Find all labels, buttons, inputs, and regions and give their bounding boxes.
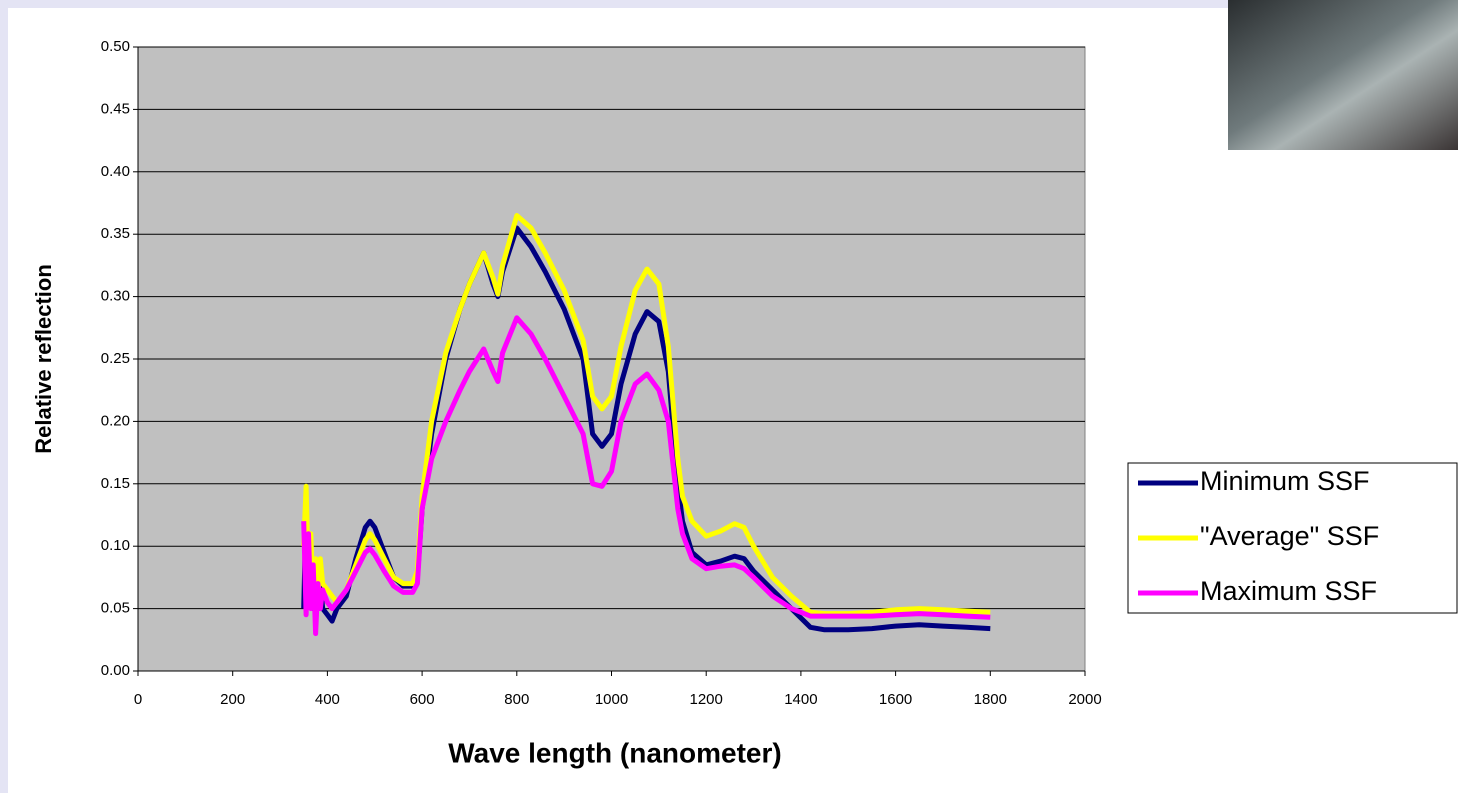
y-axis-title: Relative reflection [31,264,56,454]
x-tick-label: 1400 [784,691,817,708]
y-tick-label: 0.00 [101,662,130,679]
photo [1228,0,1458,150]
y-tick-label: 0.45 [101,100,130,117]
x-tick-label: 1000 [595,691,628,708]
x-axis-title: Wave length (nanometer) [448,737,781,768]
y-tick-label: 0.35 [101,225,130,242]
x-tick-label: 1200 [690,691,723,708]
y-tick-label: 0.15 [101,475,130,492]
x-tick-label: 1800 [974,691,1007,708]
x-tick-label: 1600 [879,691,912,708]
legend-label: Maximum SSF [1200,576,1377,606]
legend-label: "Average" SSF [1200,521,1379,551]
x-tick-label: 0 [134,691,142,708]
series-line [301,213,991,617]
x-tick-label: 400 [315,691,340,708]
y-tick-label: 0.10 [101,537,130,554]
y-tick-label: 0.30 [101,288,130,305]
legend-label: Minimum SSF [1200,466,1370,496]
series-line [301,225,991,633]
x-tick-label: 800 [504,691,529,708]
y-tick-label: 0.05 [101,600,130,617]
x-tick-label: 200 [220,691,245,708]
x-tick-label: 600 [410,691,435,708]
y-tick-label: 0.25 [101,350,130,367]
x-tick-label: 2000 [1068,691,1101,708]
y-tick-label: 0.40 [101,163,130,180]
y-tick-label: 0.50 [101,38,130,55]
y-tick-label: 0.20 [101,412,130,429]
series-line [301,315,991,637]
